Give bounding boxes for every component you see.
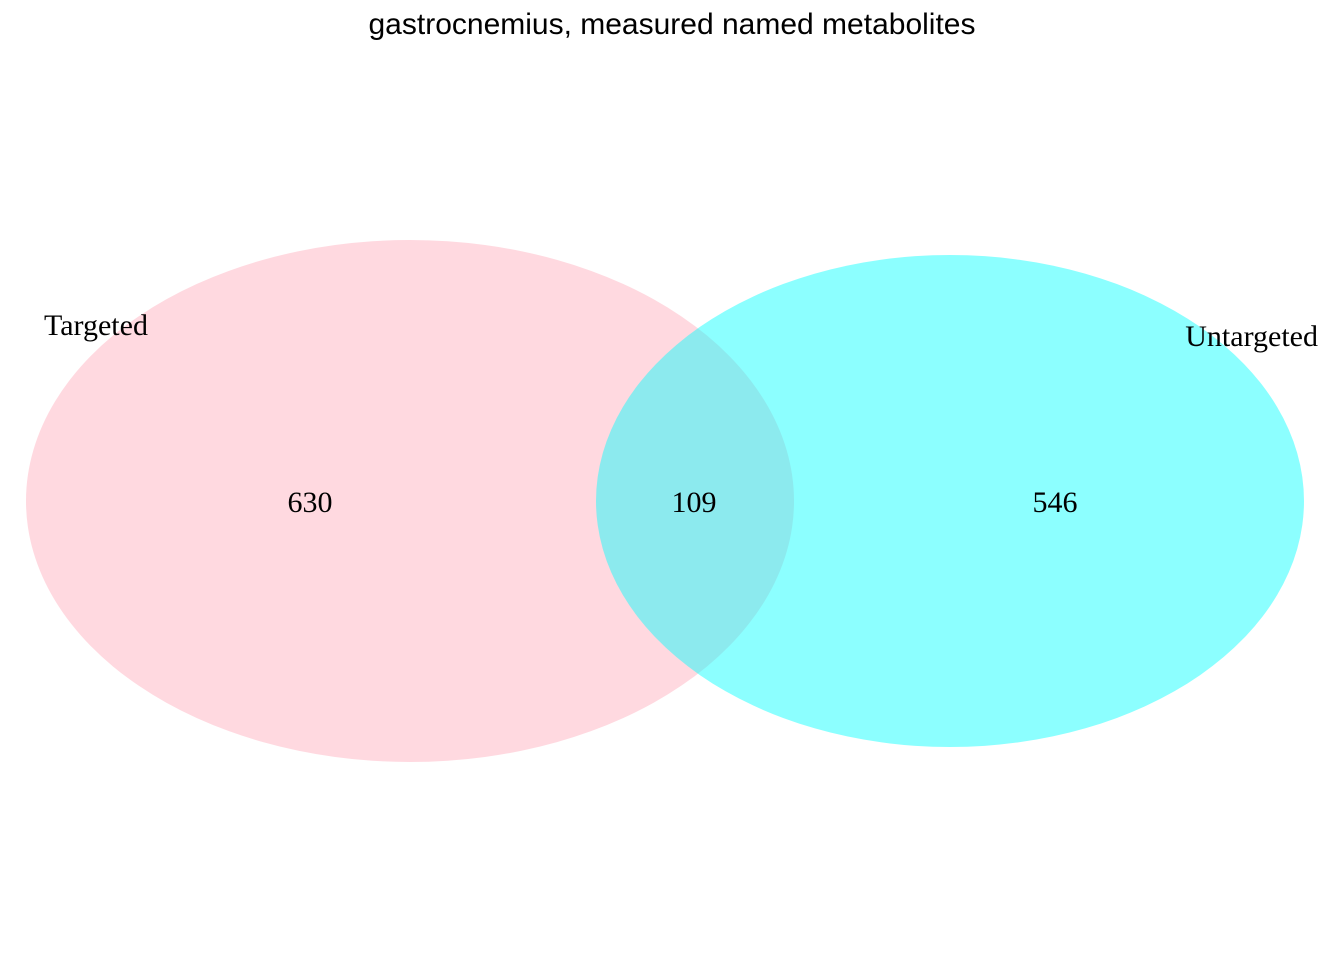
intersection-count: 109: [672, 486, 717, 519]
targeted-only-count: 630: [288, 486, 333, 519]
untargeted-only-count: 546: [1033, 486, 1078, 519]
targeted-set-label: Targeted: [44, 309, 148, 342]
untargeted-set-ellipse: [596, 255, 1304, 747]
untargeted-set-label: Untargeted: [1185, 320, 1318, 353]
targeted-set-ellipse: [26, 240, 794, 762]
diagram-title: gastrocnemius, measured named metabolite…: [369, 8, 976, 41]
